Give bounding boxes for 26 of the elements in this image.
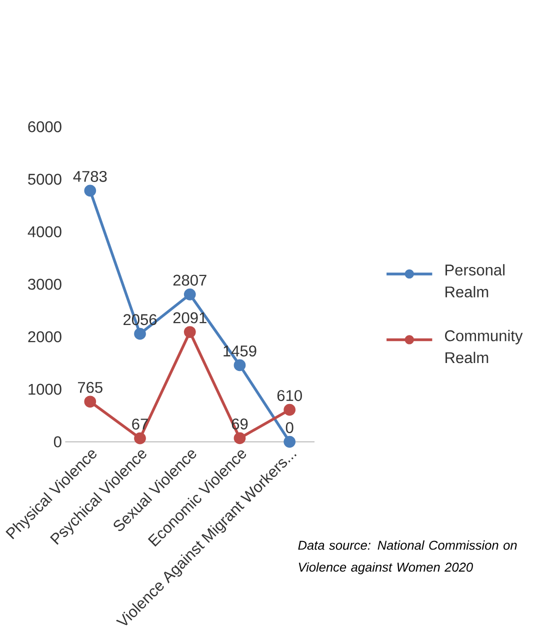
data-label: 765 xyxy=(78,382,102,393)
data-label: 610 xyxy=(277,390,302,402)
data-label: 2807 xyxy=(173,274,206,286)
y-tick-label: 0 xyxy=(54,436,62,448)
point xyxy=(134,432,146,444)
data-label: 4783 xyxy=(73,170,107,182)
data-label: 0 xyxy=(286,422,294,434)
y-tick-label: 2000 xyxy=(28,331,62,342)
source-note: Data source: National Commission on Violence against Women 2020 xyxy=(298,540,517,574)
point xyxy=(234,432,246,444)
point xyxy=(184,326,196,338)
point xyxy=(284,404,296,416)
point xyxy=(234,359,246,372)
legend-label: Personal Realm xyxy=(445,264,504,298)
y-tick-label: 1000 xyxy=(28,384,62,395)
y-tick-label: 4000 xyxy=(28,226,62,238)
point xyxy=(84,396,96,408)
y-tick-label: 3000 xyxy=(28,278,62,290)
y-tick-label: 5000 xyxy=(28,174,62,185)
point xyxy=(134,328,146,340)
data-label: 2091 xyxy=(173,312,206,324)
point xyxy=(184,288,196,300)
point xyxy=(284,436,296,448)
legend-label: Community Realm xyxy=(444,330,523,364)
point xyxy=(84,184,96,197)
y-tick-label: 6000 xyxy=(28,121,62,132)
